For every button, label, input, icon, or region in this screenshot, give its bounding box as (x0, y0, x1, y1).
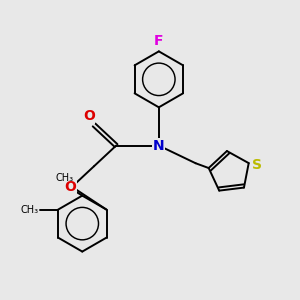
Text: O: O (83, 110, 95, 124)
Text: CH₃: CH₃ (56, 173, 74, 183)
Text: CH₃: CH₃ (21, 205, 39, 214)
Text: O: O (64, 180, 76, 194)
Text: N: N (153, 139, 165, 153)
Text: F: F (154, 34, 164, 48)
Text: S: S (252, 158, 262, 172)
